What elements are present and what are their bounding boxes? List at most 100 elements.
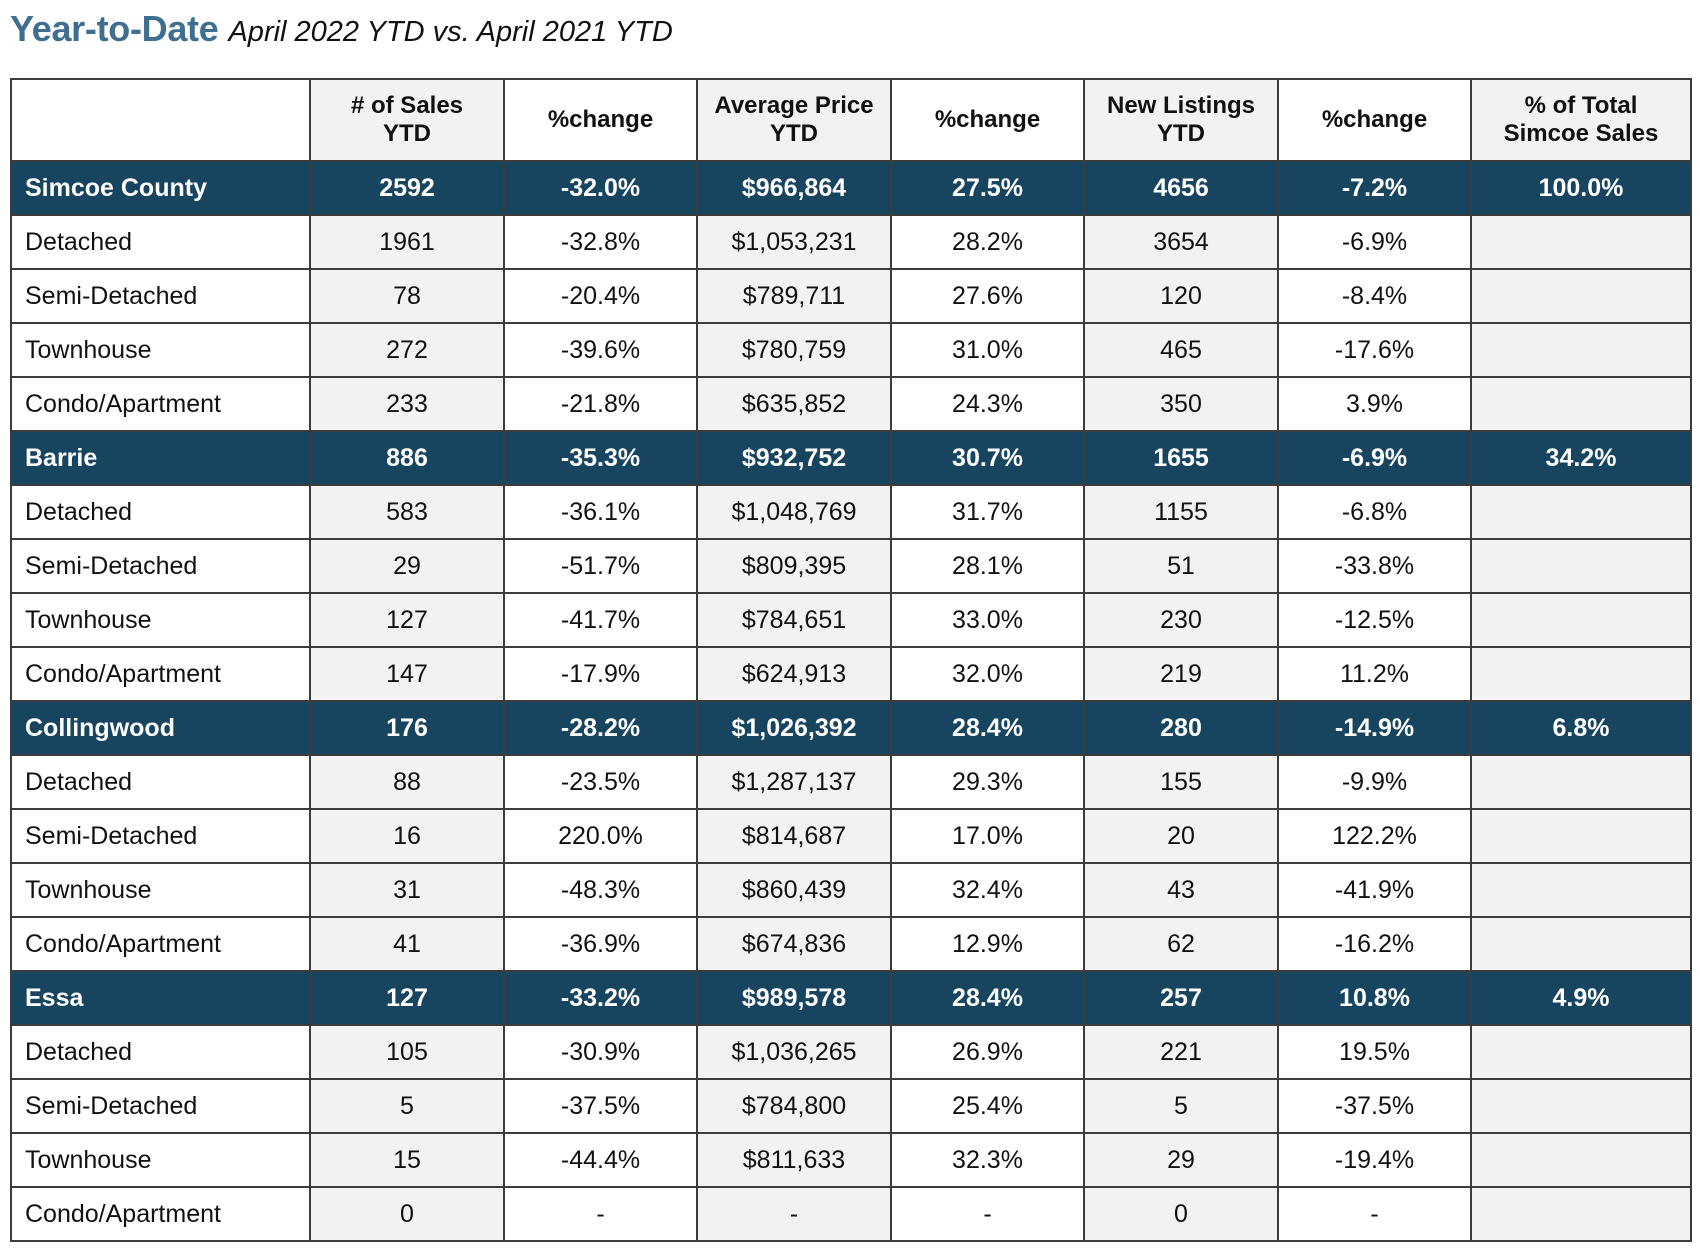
property-type-row: Condo/Apartment 0- - -0- [10, 1186, 1692, 1242]
new-listings-change: -6.9% [1277, 214, 1472, 270]
pct-total-sales [1470, 1078, 1692, 1134]
area-name: Detached [10, 484, 311, 540]
sales-ytd: 272 [309, 322, 505, 378]
avg-price-change: 28.4% [890, 970, 1085, 1026]
avg-price-ytd: $780,759 [696, 322, 892, 378]
pct-total-sales [1470, 808, 1692, 864]
pct-total-sales [1470, 1024, 1692, 1080]
header-label-line: # of Sales [350, 92, 464, 119]
avg-price-ytd: $789,711 [696, 268, 892, 324]
area-name: Collingwood [10, 700, 311, 756]
new-listings-change: -8.4% [1277, 268, 1472, 324]
avg-price-change: 24.3% [890, 376, 1085, 432]
avg-price-change: 28.1% [890, 538, 1085, 594]
new-listings-ytd: 219 [1083, 646, 1279, 702]
area-name: Detached [10, 214, 311, 270]
property-type-row: Townhouse 31 -48.3% $860,439 32.4% 43 -41.9% [10, 862, 1692, 918]
new-listings-ytd: 350 [1083, 376, 1279, 432]
sales-change: -36.1% [503, 484, 698, 540]
pct-total-sales [1470, 538, 1692, 594]
pct-total-sales [1470, 754, 1692, 810]
sales-ytd: 88 [309, 754, 505, 810]
avg-price-change: 32.4% [890, 862, 1085, 918]
pct-total-sales [1470, 646, 1692, 702]
header-label-line: %change [547, 106, 654, 133]
sales-change: -44.4% [503, 1132, 698, 1188]
avg-price-ytd: $860,439 [696, 862, 892, 918]
avg-price-change: 12.9% [890, 916, 1085, 972]
new-listings-change: 11.2% [1277, 646, 1472, 702]
new-listings-ytd: 1655 [1083, 430, 1279, 486]
avg-price-change: 31.0% [890, 322, 1085, 378]
sales-ytd: 78 [309, 268, 505, 324]
property-type-row: Townhouse 127 -41.7% $784,651 33.0% 230 -12.5% [10, 592, 1692, 648]
pct-total-sales [1470, 592, 1692, 648]
header-sales-ytd: # of Sales YTD [309, 78, 505, 162]
sales-change: -21.8% [503, 376, 698, 432]
avg-price-ytd: $966,864 [696, 160, 892, 216]
area-name: Semi-Detached [10, 808, 311, 864]
property-type-row: Detached 1961 -32.8% $1,053,231 28.2% 3654 -6.… [10, 214, 1692, 270]
new-listings-change: -33.8% [1277, 538, 1472, 594]
new-listings-ytd: 465 [1083, 322, 1279, 378]
region-row: Barrie 886 -35.3% $932,752 30.7% 1655 -6.9% 34.… [10, 430, 1692, 486]
new-listings-ytd: 20 [1083, 808, 1279, 864]
sales-change: -37.5% [503, 1078, 698, 1134]
avg-price-change: 28.2% [890, 214, 1085, 270]
avg-price-change: 31.7% [890, 484, 1085, 540]
new-listings-ytd: 4656 [1083, 160, 1279, 216]
new-listings-ytd: 43 [1083, 862, 1279, 918]
avg-price-change: 25.4% [890, 1078, 1085, 1134]
header-label-line: YTD [770, 120, 818, 147]
header-label-line: Simcoe Sales [1503, 120, 1659, 147]
header-label-line: Average Price [714, 92, 874, 119]
ytd-sales-table: # of Sales YTD %change Average Price YTD %cha… [10, 78, 1692, 1242]
sales-ytd: 127 [309, 592, 505, 648]
area-name: Condo/Apartment [10, 916, 311, 972]
pct-total-sales: 34.2% [1470, 430, 1692, 486]
header-pct-total-sales: % of Total Simcoe Sales [1470, 78, 1692, 162]
property-type-row: Semi-Detached 16 220.0% $814,687 17.0% 20 122.… [10, 808, 1692, 864]
new-listings-change: -9.9% [1277, 754, 1472, 810]
new-listings-change: 122.2% [1277, 808, 1472, 864]
new-listings-ytd: 5 [1083, 1078, 1279, 1134]
sales-change: -20.4% [503, 268, 698, 324]
sales-ytd: 2592 [309, 160, 505, 216]
sales-ytd: 1961 [309, 214, 505, 270]
area-name: Detached [10, 754, 311, 810]
avg-price-ytd: $1,026,392 [696, 700, 892, 756]
page-header: Year-to-Date April 2022 YTD vs. April 20… [10, 8, 673, 64]
new-listings-ytd: 1155 [1083, 484, 1279, 540]
sales-ytd: 16 [309, 808, 505, 864]
avg-price-ytd: $784,800 [696, 1078, 892, 1134]
new-listings-change: -41.9% [1277, 862, 1472, 918]
avg-price-change: 29.3% [890, 754, 1085, 810]
property-type-row: Semi-Detached 29 -51.7% $809,395 28.1% 51 -33.… [10, 538, 1692, 594]
sales-change: -28.2% [503, 700, 698, 756]
table-body: Simcoe County 2592 -32.0% $966,864 27.5% 4656… [10, 160, 1692, 1242]
sales-change: -23.5% [503, 754, 698, 810]
avg-price-change: 26.9% [890, 1024, 1085, 1080]
avg-price-change: 32.0% [890, 646, 1085, 702]
avg-price-ytd: $624,913 [696, 646, 892, 702]
avg-price-ytd: $1,048,769 [696, 484, 892, 540]
new-listings-change: -19.4% [1277, 1132, 1472, 1188]
avg-price-ytd: $784,651 [696, 592, 892, 648]
area-name: Simcoe County [10, 160, 311, 216]
header-avg-price-change: %change [890, 78, 1085, 162]
sales-ytd: 147 [309, 646, 505, 702]
new-listings-ytd: 3654 [1083, 214, 1279, 270]
header-label-line: % of Total [1524, 92, 1638, 119]
new-listings-change: -16.2% [1277, 916, 1472, 972]
sales-change: -48.3% [503, 862, 698, 918]
new-listings-ytd: 62 [1083, 916, 1279, 972]
avg-price-change: - [890, 1186, 1085, 1242]
sales-change: -30.9% [503, 1024, 698, 1080]
sales-ytd: 5 [309, 1078, 505, 1134]
property-type-row: Detached 88 -23.5% $1,287,137 29.3% 155 -9.9% [10, 754, 1692, 810]
pct-total-sales [1470, 916, 1692, 972]
property-type-row: Condo/Apartment 41 -36.9% $674,836 12.9% 62 -1… [10, 916, 1692, 972]
sales-ytd: 29 [309, 538, 505, 594]
avg-price-change: 30.7% [890, 430, 1085, 486]
avg-price-ytd: $1,053,231 [696, 214, 892, 270]
